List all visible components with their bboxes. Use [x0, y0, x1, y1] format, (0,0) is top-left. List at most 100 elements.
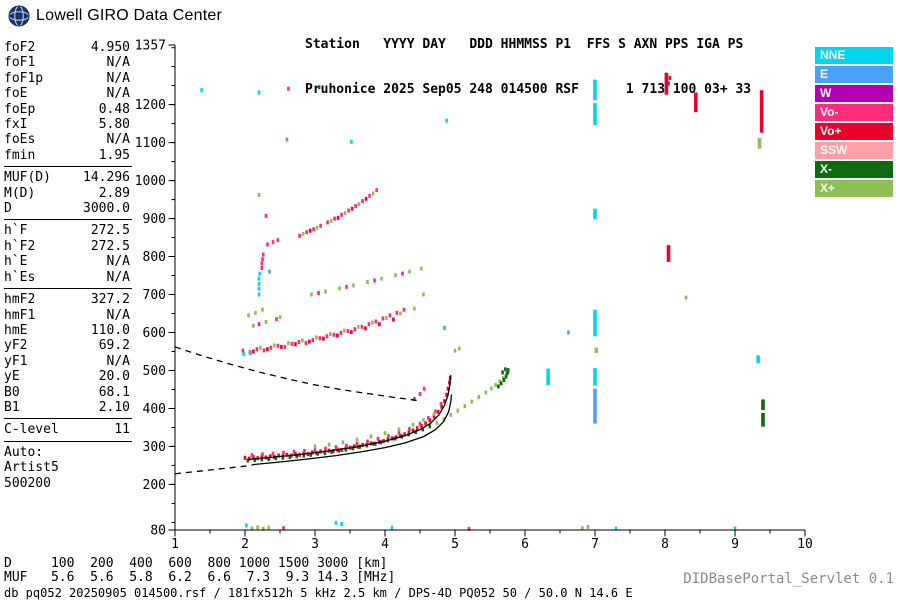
legend-item-w: W — [815, 85, 893, 102]
param-row: yF1 N/A — [4, 354, 130, 369]
param-value: 4.950 — [90, 40, 130, 55]
param-value: 20.0 — [98, 369, 130, 385]
param-row: foE N/A — [4, 86, 130, 101]
giro-globe-icon — [8, 5, 30, 27]
echo-group-scatter-blue — [268, 137, 570, 335]
param-row: h`E N/A — [4, 254, 130, 269]
param-label: hmF2 — [4, 292, 36, 308]
legend-item-nne: NNE — [815, 47, 893, 64]
param-row: fmin 1.95 — [4, 148, 130, 163]
param-value: 2.89 — [98, 185, 130, 201]
param-row: yE 20.0 — [4, 369, 130, 384]
param-row: h`Es N/A — [4, 270, 130, 285]
param-label: B0 — [4, 384, 20, 400]
parameter-panel: foF2 4.950 foF1 N/A foF1p N/A foE N/A foEp 0.48 fx… — [4, 40, 132, 491]
x-tick-label: 8 — [661, 537, 669, 550]
param-row: B1 2.10 — [4, 400, 130, 415]
y-tick-label: 900 — [143, 212, 166, 227]
param-value: N/A — [106, 254, 130, 270]
station-header-line2: Pruhonice 2025 Sep05 248 014500 RSF 1 71… — [305, 82, 752, 97]
param-value: 110.0 — [90, 322, 130, 338]
param-value: 68.1 — [98, 384, 130, 400]
param-label: D — [4, 201, 12, 217]
param-value: 272.5 — [90, 238, 130, 254]
echo-group-x-tip-blob — [497, 367, 510, 389]
param-value: 0.48 — [98, 101, 130, 117]
param-row: hmE 110.0 — [4, 323, 130, 338]
y-tick-label: 500 — [143, 364, 166, 379]
param-value: 2.10 — [98, 399, 130, 415]
param-row: foF2 4.950 — [4, 40, 130, 55]
echo-group-scatter-cyan — [200, 88, 737, 531]
y-tick-label: 1200 — [135, 98, 166, 113]
y-tick-label: 800 — [143, 250, 166, 265]
echo-group-hop3-green — [301, 191, 375, 236]
auto-line: 500200 — [4, 475, 51, 491]
x-tick-label: 10 — [797, 537, 813, 550]
param-row: foEp 0.48 — [4, 102, 130, 117]
y-tick-label: 700 — [143, 288, 166, 303]
curve-lower-dashed — [174, 464, 253, 475]
y-tick-label: 1100 — [135, 136, 166, 151]
servlet-version: DIDBasePortal_Servlet 0.1 — [683, 571, 894, 587]
param-row: h`F 272.5 — [4, 223, 130, 238]
record-info: db pq052 20250905 014500.rsf / 181fx512h… — [4, 586, 633, 600]
x-tick-label: 9 — [731, 537, 739, 550]
param-label: h`Es — [4, 269, 36, 285]
legend-item-x: X+ — [815, 180, 893, 197]
param-value: 1.95 — [98, 147, 130, 163]
y-tick-label: 400 — [143, 402, 166, 417]
echo-group-x-trace-rise — [313, 369, 510, 449]
param-row: B0 68.1 — [4, 385, 130, 400]
chart-axes: 1357120011001000900800700600500400300200… — [135, 39, 813, 551]
station-header-line1: Station YYYY DAY DDD HHMMSS P1 FFS S AXN… — [305, 37, 744, 52]
y-tick-label: 1357 — [135, 39, 166, 54]
param-label: fxI — [4, 117, 28, 133]
curve-profile-solid — [251, 394, 453, 466]
param-value: N/A — [106, 86, 130, 102]
param-row: D 3000.0 — [4, 201, 130, 216]
param-label: MUF(D) — [4, 170, 51, 186]
param-label: C-level — [4, 422, 59, 438]
curve-otrace-fit-solid — [248, 374, 452, 461]
direction-legend: NNE E W Vo- Vo+ SSW X- X+ — [815, 47, 893, 199]
param-label: foF2 — [4, 40, 36, 55]
legend-item-ssw: SSW — [815, 142, 893, 159]
legend-item-vo: Vo+ — [815, 123, 893, 140]
param-value: 272.5 — [90, 223, 130, 239]
param-row: foEs N/A — [4, 132, 130, 147]
param-label: yE — [4, 369, 20, 385]
logo-text: Lowell GIRO Data Center — [36, 7, 223, 24]
legend-item-x: X- — [815, 161, 893, 178]
param-value: N/A — [106, 307, 130, 323]
param-label: foEs — [4, 132, 36, 148]
param-value: 14.296 — [83, 170, 130, 186]
param-row: hmF2 327.2 — [4, 292, 130, 307]
param-value: 3000.0 — [83, 201, 130, 217]
y-tick-label: 600 — [143, 326, 166, 341]
legend-item-vo: Vo- — [815, 104, 893, 121]
y-tick-label: 1000 — [135, 174, 166, 189]
echo-group-mid-scatter-pink — [260, 213, 404, 295]
param-row: yF2 69.2 — [4, 338, 130, 353]
x-tick-label: 1 — [171, 537, 179, 550]
echo-group-hop2-red — [252, 317, 395, 354]
x-tick-label: 4 — [381, 537, 389, 550]
param-row: M(D) 2.89 — [4, 186, 130, 201]
param-value: N/A — [106, 70, 130, 86]
param-value: 5.80 — [98, 117, 130, 133]
y-tick-label: 80 — [150, 524, 166, 539]
param-label: foEp — [4, 101, 36, 117]
param-label: foE — [4, 86, 28, 102]
auto-scaler-block: Auto: Artist5 500200 — [4, 445, 130, 491]
param-label: h`F — [4, 223, 28, 239]
param-value: 11 — [114, 422, 130, 438]
param-label: h`E — [4, 254, 28, 270]
legend-item-e: E — [815, 66, 893, 83]
panel-divider — [4, 166, 132, 168]
curve-muf-transmission-dashed — [174, 346, 421, 402]
param-row: foF1 N/A — [4, 55, 130, 70]
param-row: foF1p N/A — [4, 71, 130, 86]
y-tick-label: 200 — [143, 478, 166, 493]
